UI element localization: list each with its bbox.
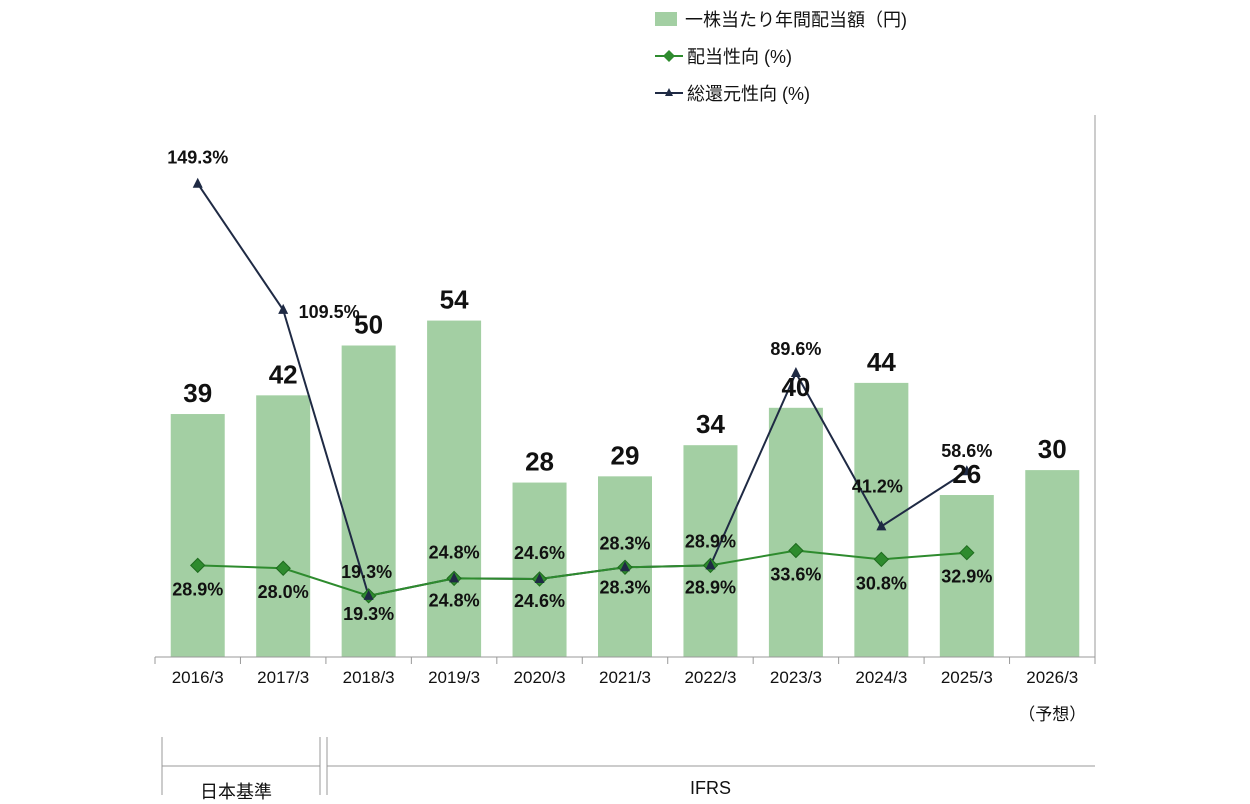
total-return-label: 89.6% <box>770 339 821 359</box>
total-return-marker <box>620 561 630 572</box>
bar-value-label: 34 <box>696 409 725 439</box>
total-return-label: 41.2% <box>852 476 903 496</box>
legend-item-total-return: 総還元性向 (%) <box>655 74 907 111</box>
payout-label: 32.9% <box>941 567 992 587</box>
total-return-label: 19.3% <box>341 562 392 582</box>
legend-marker-payout <box>655 49 683 62</box>
x-tick-label: 2020/3 <box>514 668 566 687</box>
x-tick-label: 2025/3 <box>941 668 993 687</box>
accounting-standard-brackets <box>161 737 1095 795</box>
payout-line <box>197 549 967 597</box>
total-return-marker <box>363 589 374 600</box>
x-tick-label: 2016/3 <box>172 668 224 687</box>
legend-swatch-dividend <box>655 11 677 26</box>
total-return-label: 28.9% <box>685 531 736 551</box>
legend-label-payout: 配当性向 (%) <box>687 46 792 67</box>
payout-marker <box>788 542 804 559</box>
bar-2025/3 <box>939 495 994 657</box>
bar-2024/3 <box>854 382 909 657</box>
bar-2026/3 <box>1025 470 1080 657</box>
payout-marker <box>873 551 890 568</box>
forecast-note: （予想） <box>1018 705 1086 724</box>
bar-2023/3 <box>768 407 823 657</box>
bar-2022/3 <box>683 445 738 657</box>
payout-label: 19.3% <box>343 604 394 624</box>
bar-value-label: 26 <box>952 459 981 489</box>
x-tick-label: 2017/3 <box>257 668 309 687</box>
bar-value-label: 30 <box>1038 434 1067 464</box>
x-tick-label: 2018/3 <box>343 668 395 687</box>
x-tick-label: 2023/3 <box>770 668 822 687</box>
total-return-label: 58.6% <box>941 441 992 461</box>
bar-value-label: 28 <box>525 447 554 477</box>
total-return-label: 28.3% <box>599 533 650 553</box>
bar-value-label: 29 <box>611 440 640 470</box>
total-return-line <box>196 183 968 597</box>
bar-2017/3 <box>256 395 311 657</box>
total-return-marker <box>192 177 203 188</box>
payout-label: 30.8% <box>856 573 907 593</box>
bar-value-label: 44 <box>867 347 896 377</box>
legend-marker-total-return <box>655 87 683 96</box>
total-return-marker <box>876 520 887 531</box>
payout-marker <box>190 557 206 574</box>
total-return-marker <box>961 465 972 476</box>
payout-label: 28.3% <box>599 577 650 597</box>
bar-series <box>170 320 1080 657</box>
bar-2018/3 <box>341 345 396 657</box>
bar-2016/3 <box>170 414 225 657</box>
bar-value-label: 54 <box>440 285 469 315</box>
legend-label-total-return: 総還元性向 (%) <box>687 83 810 104</box>
total-return-marker <box>790 366 801 377</box>
bar-2020/3 <box>512 482 567 657</box>
total-return-marker <box>705 559 716 570</box>
payout-marker <box>275 560 291 576</box>
bar-value-label: 42 <box>269 359 298 389</box>
total-return-marker <box>278 303 289 314</box>
x-tick-label: 2021/3 <box>599 668 651 687</box>
x-tick-label: 2019/3 <box>428 668 480 687</box>
payout-label: 33.6% <box>770 564 821 584</box>
x-tick-label: 2022/3 <box>684 668 736 687</box>
total-return-label: 24.8% <box>429 542 480 562</box>
legend-item-payout: 配当性向 (%) <box>655 37 907 74</box>
legend-item-dividend: 一株当たり年間配当額（円) <box>655 0 907 37</box>
payout-marker <box>959 544 975 561</box>
data-labels: 39 42 50 54 28 29 34 40 44 26 30 149.3% 109.5% 19.3% 2… <box>167 148 1067 624</box>
x-axis: 2016/3 2017/3 2018/3 2019/3 2020/3 2021/3 2022… <box>154 115 1096 724</box>
total-return-label: 24.6% <box>514 543 565 563</box>
bar-value-label: 50 <box>354 310 383 340</box>
payout-label: 28.9% <box>172 579 223 599</box>
payout-label: 28.0% <box>258 582 309 602</box>
total-return-label: 109.5% <box>299 302 360 322</box>
bar-2019/3 <box>427 320 482 657</box>
total-return-marker <box>449 572 460 583</box>
bar-value-label: 40 <box>781 372 810 402</box>
line-series <box>190 177 975 604</box>
legend: 一株当たり年間配当額（円) 配当性向 (%) 総還元性向 (%) <box>655 0 907 111</box>
payout-label: 28.9% <box>685 577 736 597</box>
x-tick-label: 2024/3 <box>855 668 907 687</box>
bar-value-label: 39 <box>183 378 212 408</box>
total-return-marker <box>534 573 545 584</box>
payout-label: 24.6% <box>514 591 565 611</box>
legend-label-dividend: 一株当たり年間配当額（円) <box>685 9 907 30</box>
standard-label-ifrs: IFRS <box>690 778 732 798</box>
x-tick-label: 2026/3 <box>1026 668 1078 687</box>
payout-label: 24.8% <box>429 590 480 610</box>
total-return-label: 149.3% <box>167 148 228 168</box>
standard-label-japan: 日本基準 <box>200 782 272 802</box>
